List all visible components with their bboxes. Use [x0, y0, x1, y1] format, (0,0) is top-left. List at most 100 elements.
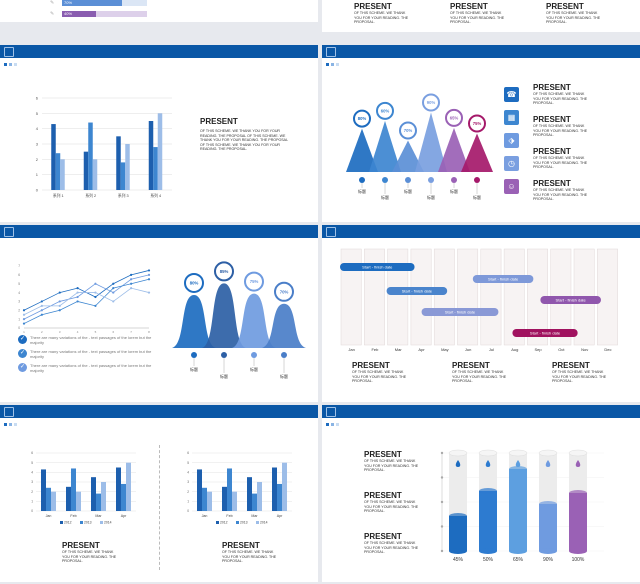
x-tick-label: 系列 3 [118, 193, 129, 198]
block-body: OF THIS SCHEME. WE THANK YOU FOR YOUR RE… [533, 188, 588, 202]
cylinder-fill-top [479, 488, 497, 494]
peak-dot [405, 177, 411, 183]
dome-value: 85% [220, 269, 229, 274]
bar [96, 493, 101, 511]
block-title: PRESENT [450, 2, 488, 11]
text-block: PRESENT OF THIS SCHEME. WE THANK YOU FOR… [546, 2, 606, 25]
slide-bar-chart[interactable]: 0 1 2 3 4 5 6 系列 1 系列 2 系列 3 系列 4 PRESENT OF THIS … [0, 45, 318, 222]
bar [46, 487, 51, 511]
dome-chart: 80% 标题 85% 标题 75% 标题 70% 标题 [172, 261, 306, 379]
phone-icon[interactable]: ☎ [504, 87, 519, 102]
peak-bubble [468, 114, 486, 133]
legend-swatch [80, 521, 83, 524]
month-label: Jan [348, 347, 354, 352]
bar [247, 477, 252, 511]
data-point [76, 291, 79, 294]
data-point [130, 282, 133, 285]
cylinder-label: 65% [513, 557, 524, 563]
bar-chart-left: 0 1 2 3 4 5 6 Jan Feb Mar Apr 2012 2013 2014 [31, 451, 136, 525]
text-block: PRESENT OF THIS SCHEME. WE THANK YOU FOR… [552, 361, 612, 384]
cylinder-fill-top [449, 513, 467, 519]
block-body: OF THIS SCHEME. WE THANK YOU FOR YOUR RE… [450, 11, 505, 25]
text-block: PRESENT OF THIS SCHEME. WE THANK YOU FOR… [354, 2, 414, 25]
slide-header-bar [322, 405, 640, 418]
slide-top-right[interactable]: PRESENT OF THIS SCHEME. WE THANK YOU FOR… [322, 0, 640, 32]
dome-value: 70% [280, 289, 289, 294]
check-item: ✓ There are many variations of the - tex… [18, 349, 152, 359]
slide-cylinders[interactable]: PRESENT OF THIS SCHEME. WE THANK YOU FOR… [322, 405, 640, 582]
y-tick-label: 6 [18, 273, 20, 277]
data-point [22, 322, 26, 325]
y-tick-label: 2 [31, 490, 33, 494]
y-tick-label: 1 [36, 172, 39, 177]
block-body: OF THIS SCHEME. WE THANK YOU FOR YOUR RE… [352, 370, 407, 384]
bar [125, 144, 130, 190]
peak-triangle [461, 133, 493, 172]
calendar-icon[interactable]: ▦ [504, 110, 519, 125]
bar [51, 124, 56, 190]
y-tick-label: 4 [18, 291, 20, 295]
block-title: PRESENT [364, 532, 402, 541]
bar [121, 483, 126, 511]
x-tick-label: 1 [23, 330, 25, 334]
legend-swatch [236, 521, 239, 524]
data-point [58, 300, 61, 303]
cylinder-top [538, 449, 558, 457]
text-block: PRESENT OF THIS SCHEME. WE THANK YOU FOR… [450, 2, 510, 25]
x-tick-label: 系列 2 [85, 193, 96, 198]
axis-dot [440, 451, 444, 455]
block-title: PRESENT [546, 2, 584, 11]
month-label: Jul [489, 347, 494, 352]
block-body: OF THIS SCHEME. WE THANK YOU FOR YOUR RE… [364, 459, 419, 473]
clock-icon[interactable]: ◷ [504, 156, 519, 171]
series-line [23, 274, 150, 320]
y-tick-label: 6 [31, 451, 33, 455]
x-tick-label: Apr [121, 514, 127, 518]
peak-triangle [392, 140, 424, 172]
logo-icon [326, 227, 336, 237]
data-point [58, 291, 61, 294]
axis-dot [440, 525, 444, 528]
slide-two-bars[interactable]: 0 1 2 3 4 5 6 Jan Feb Mar Apr 2012 2013 2014 0 1 2 3 4 5 6 J… [0, 405, 318, 582]
peak-label: 标题 [473, 194, 481, 200]
x-tick-label: 2 [41, 330, 43, 334]
y-tick-label: 3 [187, 480, 189, 484]
slide-top-left[interactable]: ✎ 70% ✎ 40% [0, 0, 318, 22]
data-point [58, 309, 61, 312]
text-block: PRESENT OF THIS SCHEME. WE THANK YOU FOR… [364, 450, 424, 473]
bar [277, 483, 282, 511]
task-bar [421, 308, 499, 316]
peak-label: 标题 [358, 188, 366, 194]
dome-label: 标题 [280, 373, 288, 379]
peak-bubble [399, 121, 417, 140]
bar [116, 136, 121, 190]
slide-peaks[interactable]: 80% 标题 60% 标题 70% 标题 90% 标题 65% 标题 75% 标题 ☎ ▦ ⬗ ◷ ☺… [322, 45, 640, 222]
slide-header-bar [0, 225, 318, 238]
peak-value: 90% [427, 100, 436, 105]
block-body: OF THIS SCHEME. WE THANK YOU FOR YOUR RE… [364, 541, 419, 555]
tag-icon[interactable]: ⬗ [504, 133, 519, 148]
task-bar [472, 275, 534, 283]
month-label: May [441, 347, 449, 352]
cylinder-top [448, 449, 468, 457]
dome-bubble [214, 261, 234, 282]
y-tick-label: 2 [187, 490, 189, 494]
month-label: Jun [465, 347, 471, 352]
peak-value: 70% [404, 128, 413, 133]
bar [197, 469, 202, 511]
users-icon[interactable]: ☺ [504, 179, 519, 194]
text-block: PRESENT OF THIS SCHEME. WE THANK YOU FOR… [533, 179, 593, 202]
block-title: PRESENT [552, 361, 590, 370]
task-label: Start - finish date [556, 298, 587, 303]
bar [41, 469, 46, 511]
data-point [22, 313, 26, 316]
data-point [22, 318, 26, 321]
peak-bubble [376, 101, 394, 120]
legend-label: 2014 [104, 521, 112, 525]
block-body: OF THIS SCHEME. WE THANK YOU FOR YOUR RE… [200, 129, 288, 152]
cylinder-base [449, 548, 467, 554]
month-column [597, 248, 618, 346]
slide-header-bar [322, 45, 640, 58]
slide-gantt[interactable]: Jan Feb Mar Apr May Jun Jul Aug Sep Oct Nov Dec Star… [322, 225, 640, 402]
